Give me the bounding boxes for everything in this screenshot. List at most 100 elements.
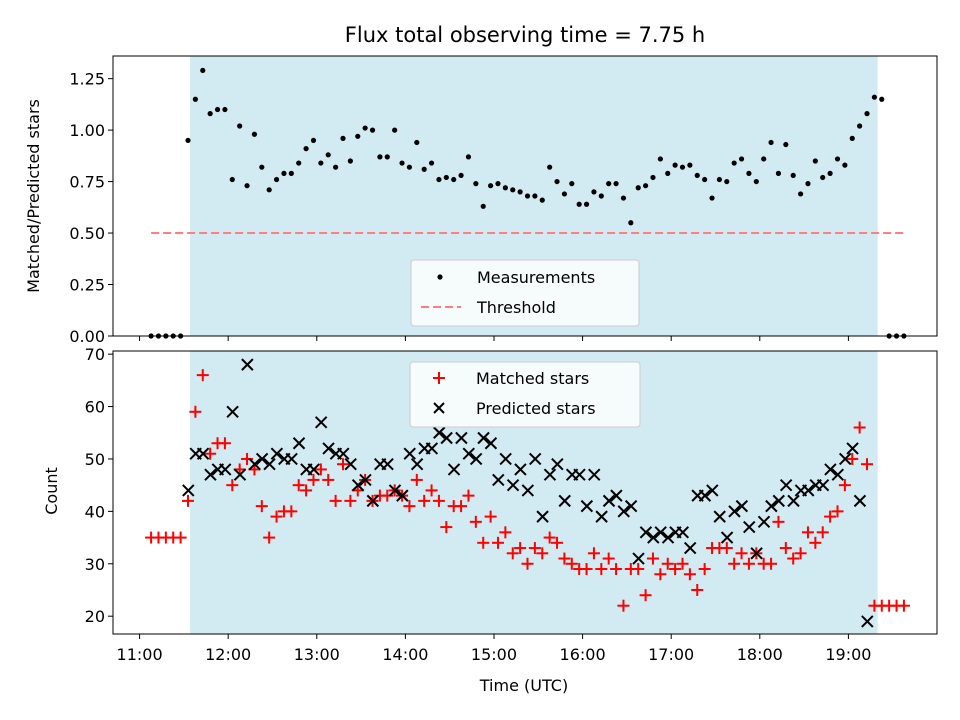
matched-stars-point bbox=[218, 437, 231, 450]
matched-stars-point bbox=[861, 458, 874, 471]
predicted-stars-point bbox=[853, 494, 867, 508]
predicted-stars-point bbox=[558, 494, 571, 508]
measurements-point bbox=[702, 176, 708, 183]
predicted-stars-point bbox=[543, 468, 557, 481]
matched-stars-point bbox=[654, 568, 667, 581]
measurements-point bbox=[436, 176, 442, 183]
matched-stars-point bbox=[307, 473, 320, 486]
predicted-stars-point bbox=[433, 426, 446, 439]
count-y-tick-label: 30 bbox=[85, 555, 105, 574]
count-x-axis: 11:00 12:00 13:00 14:00 15:00 16:00 17:00 18:00… bbox=[117, 634, 871, 664]
measurements-point bbox=[414, 139, 420, 146]
matched-stars-point bbox=[602, 552, 615, 565]
measurements-point bbox=[207, 111, 213, 117]
ratio-y-axis: 0.00 0.25 0.50 0.75 1.00 1.25 bbox=[69, 70, 113, 346]
matched-stars-point bbox=[580, 563, 593, 576]
measurements-point bbox=[296, 160, 302, 166]
predicted-stars-point bbox=[182, 484, 195, 497]
count-x-tick-label: 12:00 bbox=[205, 645, 251, 664]
ratio-panel-frame bbox=[112, 55, 938, 337]
matched-stars-point bbox=[418, 494, 431, 507]
predicted-stars-point bbox=[381, 457, 394, 471]
predicted-stars-point bbox=[307, 463, 320, 476]
matched-stars-point bbox=[403, 500, 416, 513]
measurements-point bbox=[724, 178, 730, 185]
predicted-stars-point bbox=[521, 484, 535, 497]
predicted-stars-point bbox=[344, 457, 357, 471]
matched-stars-point bbox=[174, 531, 187, 544]
measurements-point bbox=[864, 111, 870, 117]
measurements-point bbox=[679, 164, 686, 170]
matched-stars-point bbox=[344, 494, 357, 507]
predicted-stars-point bbox=[447, 463, 461, 476]
measurements-point bbox=[576, 201, 582, 207]
predicted-stars-point bbox=[506, 478, 520, 492]
predicted-stars-point bbox=[595, 510, 608, 523]
predicted-stars-point bbox=[602, 494, 616, 508]
measurements-point bbox=[547, 164, 553, 170]
measurements-point bbox=[583, 201, 590, 207]
predicted-stars-point bbox=[492, 473, 505, 487]
ratio-y-tick-label: 1.25 bbox=[69, 70, 105, 89]
predicted-stars-point bbox=[624, 499, 638, 513]
predicted-stars-point bbox=[772, 494, 785, 508]
predicted-stars-point bbox=[647, 531, 660, 544]
predicted-stars-point bbox=[802, 484, 815, 497]
measurements-point bbox=[731, 160, 737, 166]
matched-stars-point bbox=[735, 547, 748, 560]
matched-stars-point bbox=[816, 526, 829, 539]
matched-stars-point bbox=[661, 557, 674, 570]
predicted-stars-point bbox=[816, 478, 830, 492]
measurements-point bbox=[716, 176, 723, 183]
matched-stars-point bbox=[587, 547, 600, 560]
measurements-point bbox=[628, 220, 634, 226]
predicted-stars-point bbox=[528, 452, 542, 466]
measurements-point bbox=[465, 154, 472, 160]
measurements-point bbox=[620, 195, 627, 201]
count-legend-box bbox=[409, 361, 641, 428]
matched-stars-point bbox=[314, 463, 327, 476]
matched-stars-point bbox=[676, 557, 689, 570]
matched-stars-point bbox=[499, 526, 512, 539]
measurements-point bbox=[554, 178, 560, 185]
predicted-stars-point bbox=[765, 499, 778, 513]
predicted-stars-point bbox=[676, 526, 690, 539]
count-x-tick-label: 13:00 bbox=[294, 645, 340, 664]
matched-stars-point bbox=[410, 473, 423, 486]
predicted-stars-point bbox=[846, 442, 859, 455]
count-y-label: Count bbox=[42, 467, 61, 515]
matched-stars-point bbox=[381, 489, 394, 502]
ratio-y-label: Matched/Predicted stars bbox=[24, 99, 43, 293]
measurements-point bbox=[857, 123, 863, 129]
matched-stars-point bbox=[300, 484, 313, 497]
predicted-stars-point bbox=[728, 505, 741, 518]
predicted-stars-point bbox=[861, 615, 874, 628]
measurements-point bbox=[613, 181, 619, 187]
predicted-stars-point bbox=[588, 468, 601, 481]
count-x-tick-label: 11:00 bbox=[117, 645, 163, 664]
predicted-stars-point bbox=[838, 452, 852, 466]
measurements-point bbox=[502, 185, 508, 191]
measurements-point bbox=[421, 166, 427, 172]
predicted-stars-point bbox=[292, 437, 306, 450]
count-y-tick-label: 20 bbox=[85, 607, 105, 626]
measurements-point bbox=[340, 135, 346, 141]
measurements-point bbox=[532, 193, 538, 199]
count-x-tick-label: 18:00 bbox=[737, 645, 783, 664]
ratio-y-tick-label: 0.75 bbox=[69, 173, 105, 192]
measurements-point bbox=[318, 160, 324, 166]
matched-stars-point bbox=[528, 542, 541, 555]
measurements-point bbox=[665, 170, 671, 176]
measurements-point bbox=[642, 183, 649, 189]
matched-stars-point bbox=[536, 547, 549, 560]
matched-stars-point bbox=[794, 547, 807, 560]
matched-stars-point bbox=[514, 542, 527, 555]
predicted-stars-point bbox=[750, 547, 763, 560]
count-panel: 20 30 40 50 60 70 11:00 12:00 13:00 14:00 15:00 16… bbox=[42, 345, 938, 695]
matched-stars-point bbox=[263, 531, 276, 544]
ratio-panel: 0.00 0.25 0.50 0.75 1.00 1.25 Matched/Predict… bbox=[24, 55, 938, 346]
predicted-stars-point bbox=[469, 452, 483, 466]
matched-stars-point bbox=[432, 494, 445, 507]
measurements-point bbox=[827, 170, 833, 176]
measurements-point bbox=[606, 181, 612, 187]
